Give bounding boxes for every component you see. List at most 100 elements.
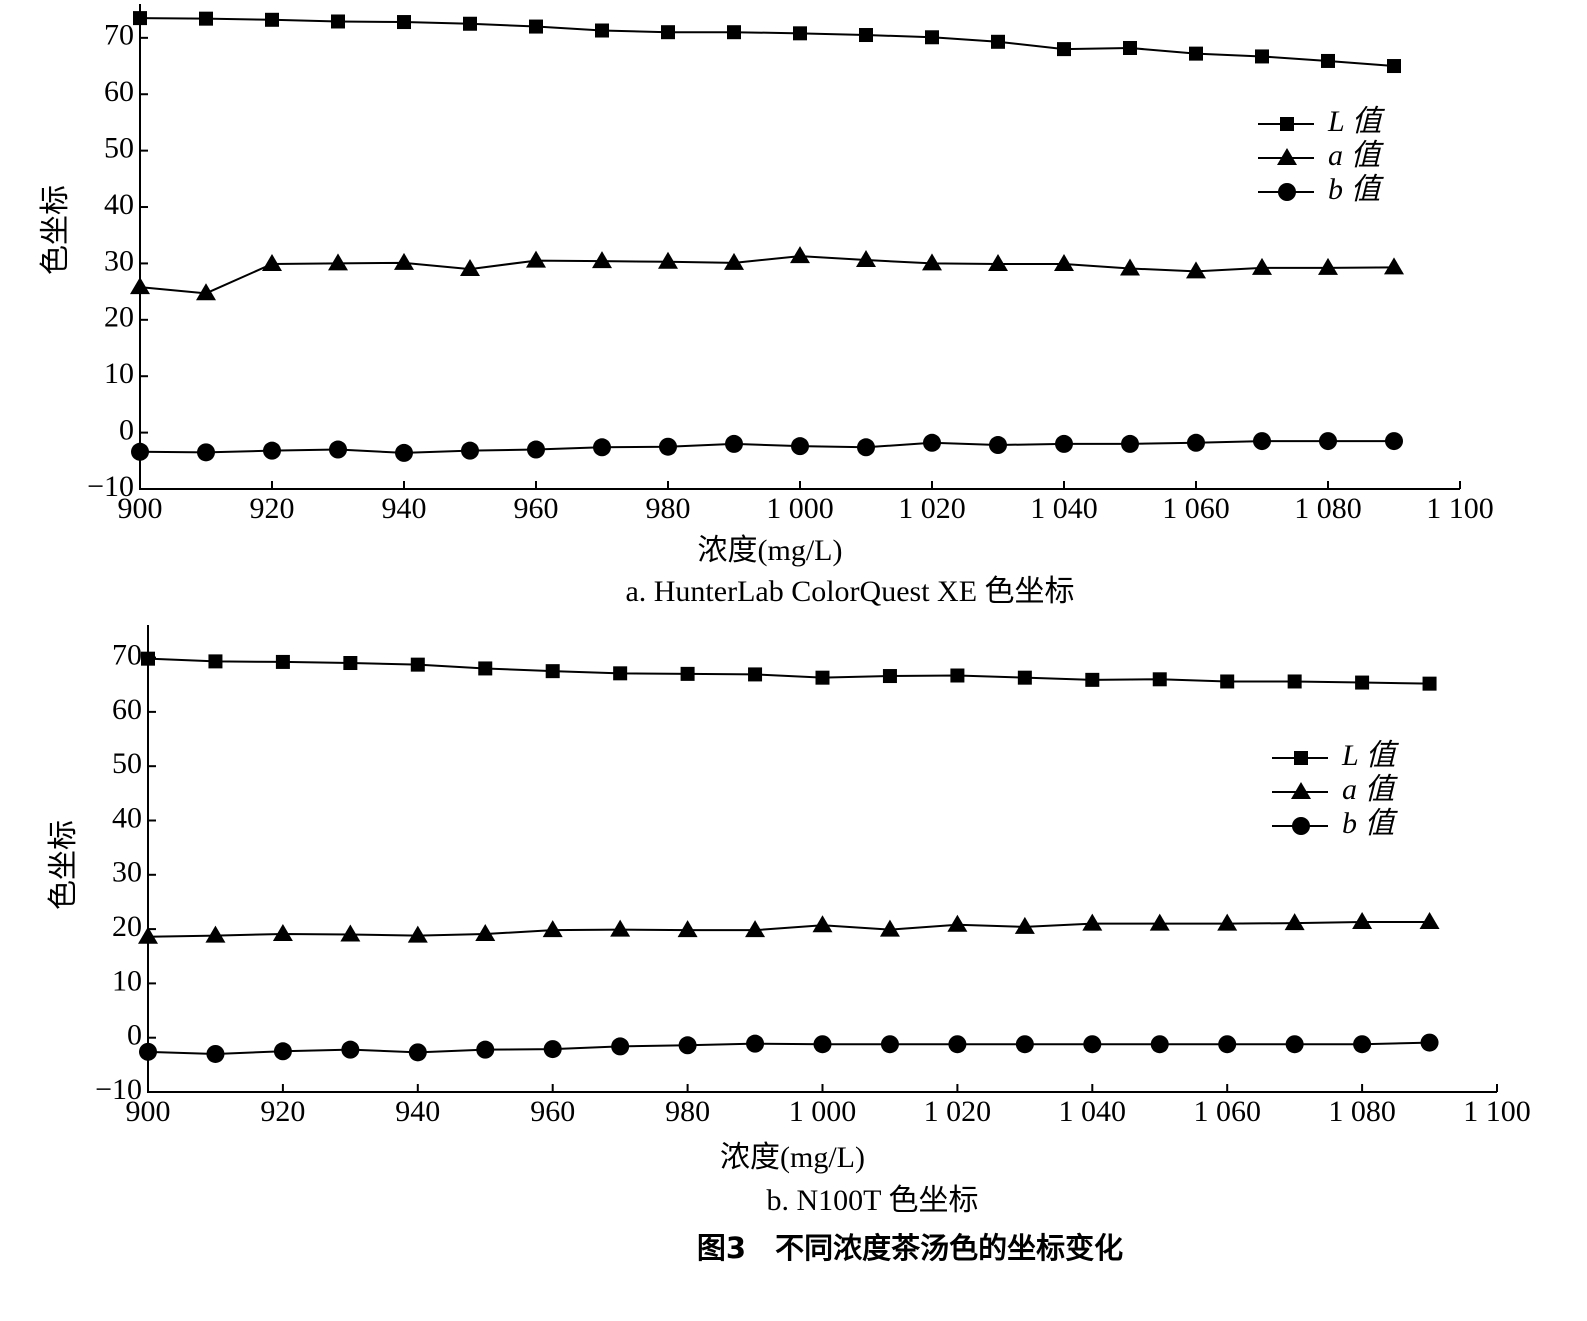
marker-triangle: [812, 915, 833, 933]
marker-triangle: [724, 252, 744, 270]
marker-circle: [857, 438, 875, 457]
y-tick-label: 0: [119, 413, 134, 446]
marker-circle: [273, 1042, 292, 1061]
marker-circle: [1253, 432, 1271, 451]
x-tick-label: 1 060: [1162, 492, 1230, 525]
marker-square: [331, 14, 345, 29]
marker-circle: [659, 437, 677, 456]
marker-triangle: [1217, 913, 1238, 931]
marker-triangle: [922, 253, 942, 271]
marker-triangle: [460, 259, 480, 277]
marker-circle: [746, 1034, 765, 1053]
y-tick-label: 30: [112, 856, 142, 889]
marker-circle: [611, 1037, 630, 1056]
marker-square: [199, 11, 213, 26]
y-tick-label: 40: [112, 801, 142, 834]
marker-triangle: [1014, 916, 1035, 934]
x-tick-label: 1 000: [766, 492, 834, 525]
x-tick-label: 940: [395, 1095, 440, 1128]
marker-triangle: [745, 920, 766, 938]
legend-label: a 值: [1328, 139, 1385, 172]
marker-triangle: [138, 926, 158, 944]
marker-circle: [329, 440, 347, 459]
marker-circle: [1150, 1035, 1169, 1054]
marker-triangle: [879, 919, 900, 937]
marker-circle: [1121, 434, 1139, 453]
chart-title: b. N100T 色坐标: [767, 1184, 979, 1217]
marker-square: [1085, 672, 1100, 687]
marker-square: [545, 664, 560, 679]
marker-triangle: [592, 251, 612, 269]
marker-circle: [791, 437, 809, 456]
marker-triangle: [947, 914, 968, 932]
marker-circle: [527, 440, 545, 459]
marker-triangle: [542, 920, 563, 938]
marker-square: [595, 23, 609, 38]
marker-square: [1422, 676, 1437, 691]
marker-circle: [139, 1042, 157, 1061]
marker-square: [133, 11, 147, 26]
x-tick-label: 900: [126, 1095, 171, 1128]
y-tick-label: −10: [95, 1073, 142, 1106]
x-tick-label: 1 040: [1059, 1095, 1127, 1128]
marker-triangle: [790, 246, 810, 264]
marker-triangle: [988, 253, 1008, 271]
marker-triangle: [407, 925, 428, 943]
marker-square: [748, 667, 763, 682]
marker-square: [343, 656, 358, 671]
marker-triangle: [1082, 913, 1103, 931]
marker-square: [859, 28, 873, 43]
x-tick-label: 1 000: [789, 1095, 857, 1128]
marker-circle: [1015, 1035, 1034, 1054]
series-line: [139, 255, 1395, 295]
x-axis-label: 浓度(mg/L): [698, 534, 843, 567]
legend-label: L 值: [1327, 105, 1386, 138]
marker-circle: [989, 436, 1007, 455]
x-tick-label: 1 040: [1030, 492, 1098, 525]
marker-triangle: [272, 923, 293, 941]
y-tick-label: 70: [112, 638, 142, 671]
marker-circle: [543, 1040, 562, 1059]
marker-circle: [1319, 432, 1337, 451]
series-line: [147, 921, 1430, 938]
marker-square: [208, 654, 223, 669]
legend-label: b 值: [1342, 807, 1399, 840]
marker-circle: [476, 1040, 495, 1059]
marker-circle: [593, 438, 611, 457]
marker-square: [397, 15, 411, 30]
y-tick-label: 70: [104, 19, 134, 52]
marker-circle: [948, 1035, 967, 1054]
legend-marker: [1277, 148, 1297, 165]
x-tick-label: 960: [514, 492, 559, 525]
y-axis-label: 色坐标: [39, 185, 72, 275]
marker-square: [1355, 675, 1370, 690]
marker-square: [661, 25, 675, 40]
marker-triangle: [340, 924, 361, 942]
series-line: [147, 657, 1430, 685]
marker-square: [613, 666, 628, 681]
y-tick-label: 50: [104, 132, 134, 165]
marker-square: [1220, 674, 1235, 689]
marker-triangle: [1318, 257, 1338, 275]
legend-marker: [1291, 782, 1311, 799]
marker-circle: [408, 1043, 427, 1062]
marker-triangle: [1252, 257, 1272, 275]
marker-triangle: [526, 250, 546, 268]
marker-square: [410, 657, 425, 672]
marker-circle: [197, 443, 215, 462]
marker-triangle: [1120, 258, 1140, 276]
x-tick-label: 1 020: [898, 492, 966, 525]
legend-marker: [1292, 817, 1310, 835]
legend-label: b 值: [1328, 173, 1385, 206]
marker-square: [793, 26, 807, 41]
marker-triangle: [475, 923, 496, 941]
marker-triangle: [1186, 261, 1206, 279]
y-tick-label: 60: [104, 75, 134, 108]
y-tick-label: 50: [112, 747, 142, 780]
marker-square: [1321, 53, 1335, 68]
x-tick-label: 920: [250, 492, 295, 525]
marker-square: [265, 12, 279, 27]
series-line: [139, 17, 1395, 68]
x-tick-label: 900: [118, 492, 163, 525]
axes: [147, 625, 1497, 1093]
